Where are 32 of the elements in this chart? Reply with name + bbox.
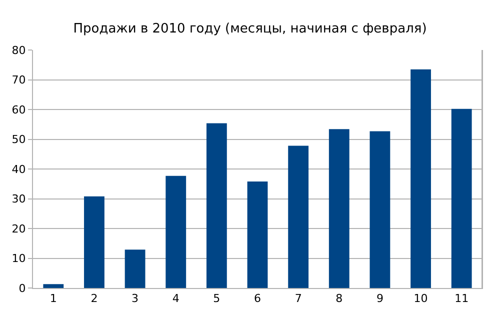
x-tick-label: 1 (50, 292, 57, 306)
bar (451, 108, 472, 288)
y-tick-label: 20 (12, 222, 26, 236)
chart-title: Продажи в 2010 году (месяцы, начиная с февраля) (73, 21, 427, 36)
y-tick-label: 40 (12, 162, 26, 176)
x-tick-label: 8 (336, 292, 343, 306)
y-tick-label: 60 (12, 103, 26, 116)
y-tick-label: 10 (12, 252, 26, 266)
y-tick-label: 30 (12, 192, 26, 206)
x-tick-label: 3 (132, 292, 139, 306)
bar (43, 284, 64, 288)
y-tick-label: 0 (18, 282, 26, 295)
bar (84, 196, 104, 288)
bar (288, 146, 309, 288)
x-tick-label: 5 (213, 292, 220, 306)
x-tick-label: 9 (376, 292, 384, 306)
bar (328, 129, 350, 288)
x-tick-label: 4 (172, 292, 180, 306)
x-tick-label: 10 (414, 292, 428, 306)
bar (124, 250, 146, 288)
bar (410, 69, 431, 288)
bar (166, 176, 186, 288)
y-tick-label: 50 (12, 133, 26, 146)
bar (370, 131, 390, 288)
bar (247, 182, 268, 288)
y-tick-label: 80 (12, 44, 26, 57)
y-tick-label: 70 (12, 74, 26, 87)
x-tick-label: 2 (90, 292, 98, 306)
x-tick-label: 11 (454, 292, 469, 306)
x-tick-label: 6 (254, 292, 261, 306)
x-tick-label: 7 (294, 292, 302, 306)
bar (206, 123, 227, 288)
